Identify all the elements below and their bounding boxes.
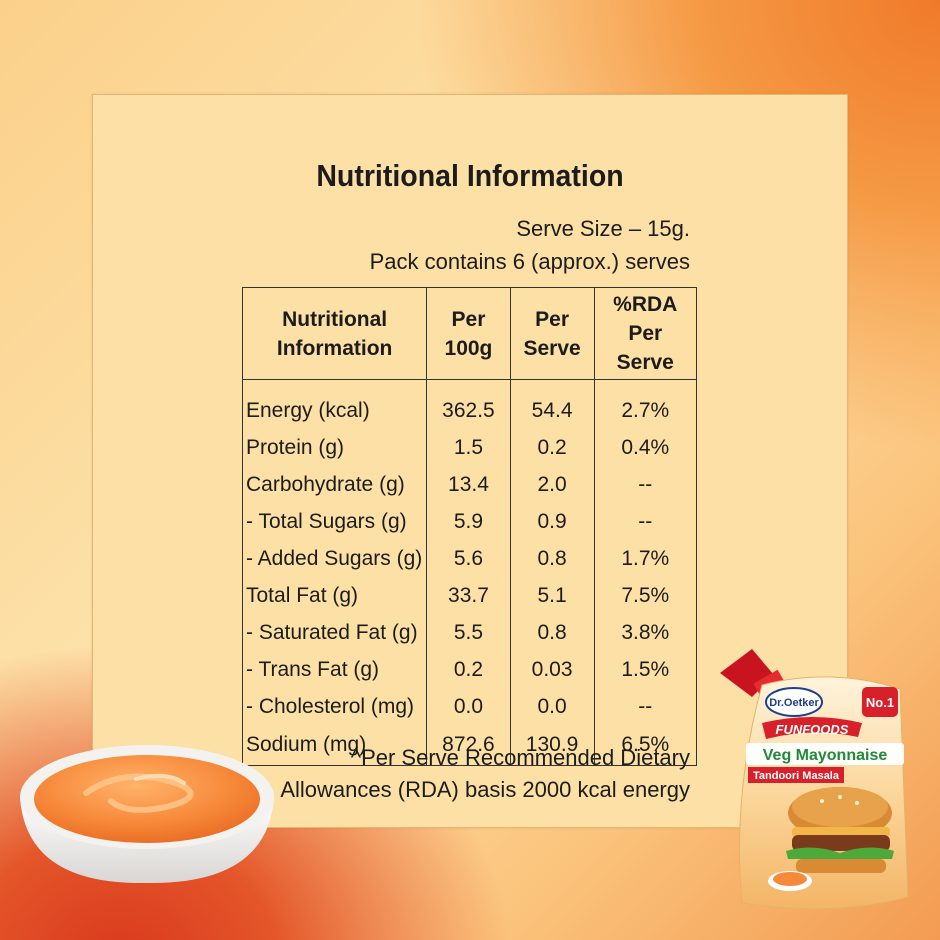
table-row: - Total Sugars (g) 5.9 0.9 -- xyxy=(241,503,698,540)
header-nutritional-information: Nutritional Information xyxy=(241,287,428,380)
table-row: - Added Sugars (g) 5.6 0.8 1.7% xyxy=(241,540,698,577)
table-header-row: Nutritional Information Per 100g Per Ser… xyxy=(241,287,698,380)
table-row: Total Fat (g) 33.7 5.1 7.5% xyxy=(241,577,698,614)
sub-brand-text: FUNFOODS xyxy=(776,722,849,737)
serve-size: Serve Size – 15g. xyxy=(516,216,690,241)
footnote-line-2: Allowances (RDA) basis 2000 kcal energy xyxy=(280,777,690,802)
pack-contains: Pack contains 6 (approx.) serves xyxy=(369,249,690,274)
variant-text: Tandoori Masala xyxy=(753,770,840,782)
header-rda-per-serve: %RDA Per Serve xyxy=(593,287,698,380)
table-row: - Trans Fat (g) 0.2 0.03 1.5% xyxy=(241,651,698,688)
table-spacer xyxy=(241,379,698,392)
sauce-bowl-image xyxy=(20,745,274,884)
brand-text: Dr.Oetker xyxy=(769,697,819,709)
page-title: Nutritional Information xyxy=(316,158,624,193)
header-per-serve: Per Serve xyxy=(509,287,595,380)
table-row: - Cholesterol (mg) 0.0 0.0 -- xyxy=(241,688,698,725)
table-row: Carbohydrate (g) 13.4 2.0 -- xyxy=(241,466,698,503)
table-row: - Saturated Fat (g) 5.5 0.8 3.8% xyxy=(241,614,698,651)
table-row: Sodium (mg) 872.6 130.9 6.5% xyxy=(241,725,698,766)
badge-text: No.1 xyxy=(866,695,894,710)
burger-image xyxy=(786,787,894,873)
header-per-100g: Per 100g xyxy=(426,287,511,380)
product-name-text: Veg Mayonnaise xyxy=(763,747,888,764)
footnote-line-1: ^Per Serve Recommended Dietary xyxy=(350,745,690,770)
nutrition-table: Nutritional Information Per 100g Per Ser… xyxy=(241,287,698,766)
table-row: Energy (kcal) 362.5 54.4 2.7% xyxy=(241,392,698,429)
table-row: Protein (g) 1.5 0.2 0.4% xyxy=(241,429,698,466)
product-pouch-image: Dr.Oetker FUNFOODS No.1 Veg Mayonnaise T… xyxy=(720,649,909,910)
